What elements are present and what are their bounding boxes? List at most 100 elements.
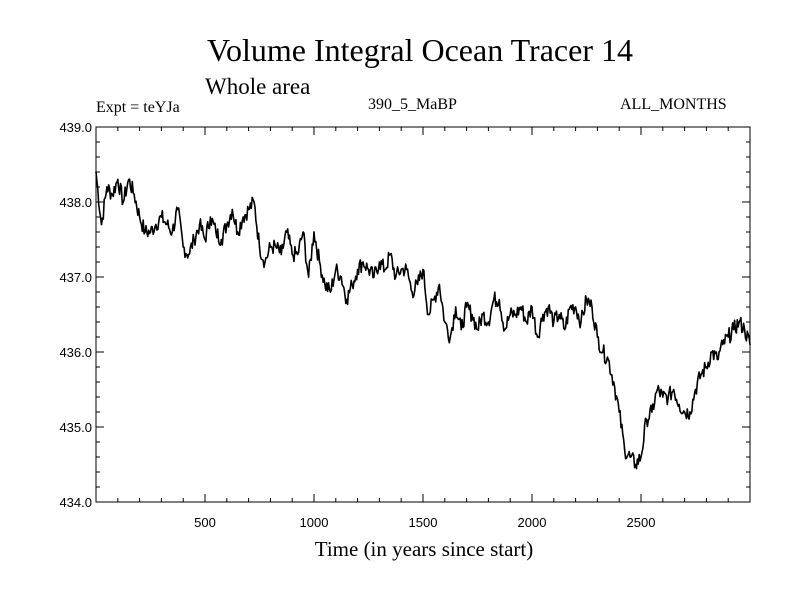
data-point — [286, 231, 288, 233]
data-point — [591, 306, 593, 308]
data-point — [389, 253, 392, 256]
data-point — [700, 373, 702, 376]
data-point — [553, 321, 555, 323]
data-point — [226, 223, 228, 226]
data-point — [427, 313, 430, 316]
data-point — [400, 268, 403, 271]
data-point — [574, 306, 577, 308]
data-point — [623, 448, 626, 451]
data-point — [329, 291, 332, 293]
y-tick-label: 437.0 — [59, 270, 92, 285]
data-point — [498, 298, 501, 301]
data-point — [629, 456, 631, 458]
data-point — [138, 216, 141, 218]
x-axis-label: Time (in years since start) — [314, 537, 534, 561]
data-point — [416, 283, 419, 286]
chart-subtitle: Whole area — [205, 74, 311, 99]
data-point — [280, 253, 283, 256]
data-point — [100, 223, 103, 226]
data-point — [242, 216, 244, 218]
data-point — [656, 388, 659, 391]
data-point — [422, 268, 424, 271]
data-point — [367, 268, 370, 271]
data-point — [460, 328, 463, 331]
data-point — [362, 261, 364, 263]
y-tick-label: 436.0 — [59, 345, 92, 360]
data-point — [705, 366, 708, 368]
data-point — [324, 283, 326, 286]
data-point — [356, 268, 359, 271]
data-point — [618, 411, 620, 413]
data-point — [95, 171, 97, 173]
data-point — [215, 231, 217, 233]
data-point — [395, 276, 397, 278]
data-point — [149, 231, 152, 233]
data-point — [378, 261, 381, 263]
data-point — [640, 456, 642, 458]
data-series — [95, 171, 751, 470]
data-point — [302, 231, 304, 233]
data-point — [449, 336, 452, 338]
data-point — [253, 201, 255, 203]
data-point — [563, 328, 566, 331]
x-tick-label: 2000 — [518, 515, 547, 530]
x-tick-label: 1000 — [300, 515, 329, 530]
axis-ticks — [96, 127, 750, 502]
data-point — [111, 193, 114, 196]
data-point — [743, 328, 746, 331]
data-point — [220, 238, 223, 241]
data-point — [373, 276, 375, 278]
data-point — [340, 276, 343, 278]
data-point — [193, 238, 195, 241]
data-point — [585, 298, 588, 301]
data-point — [187, 253, 190, 256]
data-point — [525, 321, 528, 323]
data-point — [716, 358, 719, 361]
data-point — [384, 268, 386, 271]
data-point — [683, 411, 686, 413]
data-point — [313, 231, 315, 233]
data-point — [727, 336, 729, 338]
data-point — [569, 306, 571, 308]
y-tick-label: 438.0 — [59, 195, 92, 210]
data-point — [520, 306, 522, 308]
data-point — [694, 388, 697, 391]
data-point — [155, 223, 157, 226]
data-point — [307, 276, 310, 278]
series-line — [95, 171, 751, 470]
data-point — [672, 388, 675, 391]
data-point — [749, 343, 751, 346]
data-point — [247, 208, 250, 211]
data-point — [433, 298, 435, 301]
data-point — [504, 328, 506, 331]
data-point — [580, 321, 582, 323]
data-point — [465, 306, 468, 308]
data-point — [269, 246, 272, 248]
data-point — [487, 321, 490, 323]
experiment-label: Expt = teYJa — [96, 99, 180, 116]
data-point — [678, 403, 680, 406]
scenario-label: 390_5_MaBP — [368, 96, 457, 113]
data-point — [651, 411, 653, 413]
y-tick-label: 435.0 — [59, 420, 92, 435]
data-point — [291, 253, 294, 256]
data-point — [405, 268, 408, 271]
x-tick-label: 2500 — [627, 515, 656, 530]
data-point — [493, 298, 495, 301]
data-point — [438, 283, 441, 286]
data-point — [160, 216, 163, 218]
data-point — [667, 396, 670, 398]
data-point — [133, 193, 135, 196]
y-tick-label: 434.0 — [59, 495, 92, 510]
data-point — [531, 306, 533, 308]
data-point — [732, 328, 735, 331]
data-point — [177, 208, 179, 211]
data-point — [171, 231, 174, 233]
data-point — [645, 418, 648, 421]
data-point — [444, 321, 446, 323]
data-point — [662, 396, 664, 398]
data-point — [182, 246, 184, 248]
data-point — [711, 351, 713, 353]
data-point — [345, 298, 348, 301]
